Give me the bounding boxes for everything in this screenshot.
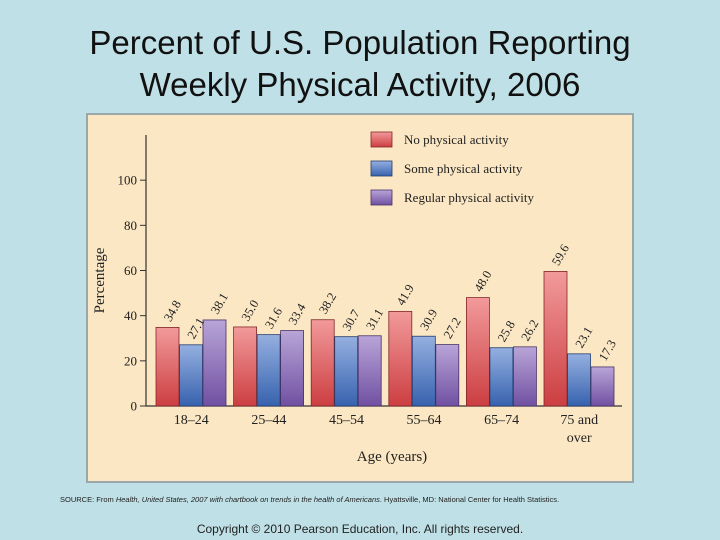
y-tick-label: 80	[124, 218, 137, 233]
y-tick-label: 60	[124, 263, 137, 278]
bar-value-label: 59.6	[549, 242, 572, 268]
bar	[567, 353, 591, 407]
bar	[179, 344, 203, 407]
bar	[310, 319, 335, 407]
legend-label: No physical activity	[404, 132, 509, 147]
x-axis-label: Age (years)	[357, 449, 427, 465]
y-tick-label: 40	[124, 308, 137, 323]
bar-value-label: 35.0	[239, 298, 262, 324]
x-tick-label: over	[567, 431, 592, 446]
copyright-notice: Copyright © 2010 Pearson Education, Inc.…	[196, 522, 524, 536]
legend-label: Some physical activity	[404, 161, 523, 176]
source-prefix: SOURCE: From	[60, 495, 116, 504]
x-tick-label: 55–64	[407, 413, 442, 428]
source-note: SOURCE: From Health, United States, 2007…	[60, 495, 700, 504]
bar	[202, 319, 227, 407]
bar-value-label: 38.2	[316, 290, 339, 316]
bar	[280, 330, 305, 407]
bar	[465, 297, 490, 407]
figure-panel: 0 20 40 60 80 100 Percentage Age (years) 18–24 25…	[86, 113, 634, 483]
y-tick-label: 0	[131, 399, 138, 414]
legend-swatch	[370, 131, 393, 148]
bar-chart: 0 20 40 60 80 100 Percentage Age (years) 18–24 25…	[92, 131, 622, 465]
bar	[233, 326, 258, 407]
y-tick-label: 20	[124, 353, 137, 368]
legend-swatch	[370, 189, 393, 206]
x-tick-label: 25–44	[251, 413, 286, 428]
bar-value-label: 34.8	[161, 298, 184, 324]
bar-value-label: 26.2	[518, 317, 541, 343]
bar	[357, 335, 382, 407]
bar-value-label: 41.9	[394, 282, 417, 308]
x-tick-label: 18–24	[174, 413, 209, 428]
bar	[512, 346, 537, 407]
bar	[411, 335, 436, 407]
source-title: Health, United States, 2007 with chartbo…	[115, 495, 380, 504]
source-suffix: . Hyattsville, MD: National Center for H…	[379, 495, 560, 504]
bar-value-label: 31.6	[262, 305, 285, 331]
bar-value-label: 30.9	[417, 307, 440, 333]
y-axis-label: Percentage	[92, 247, 108, 313]
bar-value-label: 33.4	[286, 300, 309, 327]
x-tick-label: 65–74	[484, 413, 519, 428]
bar-value-label: 23.1	[572, 324, 595, 350]
bar-value-label: 30.7	[340, 307, 363, 333]
x-tick-label: 75 and	[560, 413, 598, 428]
y-tick-label: 100	[118, 173, 138, 188]
bar-value-label: 38.1	[208, 291, 231, 317]
bar	[256, 334, 281, 407]
legend-swatch	[370, 160, 393, 177]
bar-value-label: 25.8	[495, 318, 518, 344]
slide-title: Percent of U.S. Population Reporting Wee…	[0, 22, 720, 106]
bar	[543, 271, 568, 407]
bar-value-label: 48.0	[471, 268, 494, 294]
bar-value-label: 31.1	[363, 306, 386, 332]
legend-label: Regular physical activity	[404, 190, 534, 205]
bar	[489, 347, 514, 407]
slide-title-line-2: Weekly Physical Activity, 2006	[139, 66, 581, 103]
x-tick-label: 45–54	[329, 413, 364, 428]
bar	[590, 366, 615, 407]
bar	[155, 327, 180, 407]
bar	[334, 336, 359, 407]
bar	[388, 310, 413, 407]
bar-value-label: 27.2	[441, 315, 464, 341]
slide-title-line-1: Percent of U.S. Population Reporting	[89, 24, 631, 61]
bar-value-label: 17.3	[596, 337, 619, 363]
bar	[435, 344, 460, 407]
